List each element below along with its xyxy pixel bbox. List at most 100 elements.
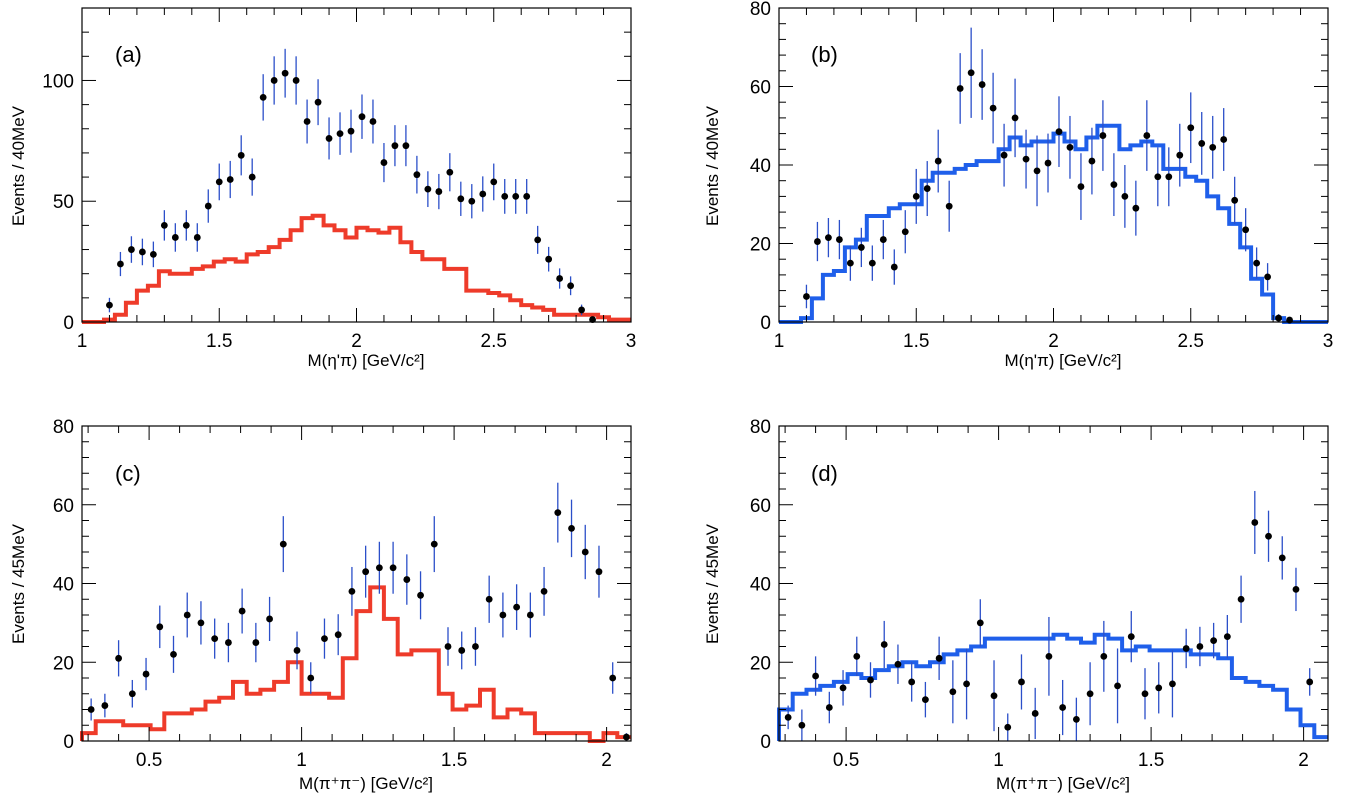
panel-c-data-point [417, 591, 424, 599]
panel-d-data-point [1086, 690, 1094, 698]
panel-b-data-point [1022, 155, 1030, 163]
panel-b-data-point [846, 259, 854, 267]
panel-d-data-point [1278, 554, 1286, 562]
panel-b-data-point [1110, 181, 1118, 189]
panel-b-data-point [1154, 173, 1162, 181]
panel-a-tag: (a) [115, 42, 142, 67]
panel-d-y-tick-label: 20 [750, 653, 771, 674]
panel-b-x-tick-label: 1.5 [903, 331, 929, 352]
panel-b-y-tick-label: 20 [750, 235, 771, 256]
panel-c-xlabel: M(π⁺π⁻) [GeV/c²] [299, 774, 433, 793]
panel-c-data-point [485, 595, 493, 603]
panel-a-data-point [567, 282, 575, 290]
panel-a-ylabel: Events / 40MeV [9, 105, 28, 226]
panel-a-data-point [589, 316, 596, 323]
panel-b-y-tick-label: 80 [750, 0, 771, 20]
panel-c-data-point [115, 654, 122, 662]
panel-b-x-tick-label: 2.5 [1178, 331, 1204, 352]
panel-d-data-point [1306, 678, 1314, 686]
panel-b-data-point [1143, 132, 1151, 139]
panel-c-histogram [80, 585, 631, 743]
panel-a-data-point [128, 246, 135, 253]
panel-d-data-point [922, 696, 929, 704]
panel-b-data-point [1132, 204, 1140, 212]
panel-b-data-point [825, 234, 832, 242]
panel-c-data-point [389, 564, 397, 572]
panel-b-data-point [1000, 151, 1008, 159]
panel-b-y-tick-label: 40 [750, 156, 771, 177]
panel-c-data-point [279, 540, 287, 548]
panel-d-data-point [1031, 710, 1039, 717]
panel-b-data-point [1011, 114, 1019, 122]
panel-a-histogram [82, 213, 631, 324]
panel-a-data-point [479, 190, 487, 198]
panel-b-x-tick-label: 2 [1048, 331, 1059, 352]
panel-a-x-tick-label: 1 [77, 331, 88, 352]
panel-a-data-point [259, 93, 267, 101]
panel-c-y-tick-label: 0 [63, 732, 74, 753]
panel-d-xlabel: M(π⁺π⁻) [GeV/c²] [996, 774, 1130, 793]
panel-c-data-point [609, 674, 617, 682]
panel-d-ylabel: Events / 45MeV [703, 523, 722, 644]
panel-d-data-point [1210, 637, 1218, 644]
panel-c-data-point [403, 576, 411, 583]
panel-c-data-point [293, 647, 301, 654]
panel-a-x-tick-label: 2 [351, 331, 362, 352]
panel-a-y-tick-label: 0 [63, 313, 74, 334]
panel-d-data-point [1072, 715, 1080, 723]
panel-a-data-point [248, 173, 256, 181]
panel-d-x-tick-label: 1 [993, 750, 1004, 771]
panel-a-data-point [292, 77, 300, 84]
panel-a-data-point [457, 195, 465, 203]
panel-c-data-point [348, 587, 356, 595]
panel-b-data-point [1220, 136, 1228, 143]
panel-c-data-point [238, 607, 246, 615]
panel-a-data-point [534, 236, 542, 244]
panel-b-data-point [1033, 167, 1041, 175]
panel-a-y-tick-label: 100 [42, 71, 74, 92]
panel-a-data-point [138, 248, 146, 256]
panel-d-tag: (d) [811, 461, 838, 486]
panel-d-y-tick-label: 40 [750, 575, 771, 596]
panel-c-x-tick-label: 2 [601, 750, 612, 771]
panel-c-data-point [362, 568, 370, 576]
panel-d-data-point [1182, 645, 1190, 652]
panel-d-y-tick-label: 0 [760, 732, 771, 753]
panel-b-data-point [1264, 273, 1272, 281]
panel-a-data-point [424, 185, 432, 193]
panel-b-data-point [1231, 196, 1239, 204]
panel-a-data-point [556, 275, 564, 282]
panel-a-data-point [413, 171, 421, 179]
panel-a-data-point [336, 130, 344, 138]
panel-c-data-point [595, 568, 603, 576]
panel-b-data-point [1275, 314, 1282, 322]
panel-a-data-point [106, 301, 113, 309]
panel-b-data-point [1066, 143, 1074, 151]
panel-d-data-point [1251, 519, 1259, 526]
panel-b-data-point [1055, 128, 1063, 136]
panel-b-data-point [978, 81, 986, 88]
panel-d-x-tick-label: 0.5 [833, 750, 859, 771]
panel-a-data-point [435, 188, 443, 195]
panel-b-data-point [934, 157, 942, 165]
panel-d-data-point [1155, 684, 1163, 692]
panel-b-data-point [1044, 159, 1052, 167]
panel-c-data-point [540, 587, 548, 595]
panel-a-y-tick-label: 50 [53, 192, 74, 213]
panel-a-data-point [523, 193, 531, 200]
panel-c-data-point [252, 639, 260, 646]
panel-b-x-tick-label: 3 [1323, 331, 1334, 352]
panel-b-data-point [901, 228, 909, 236]
panel-d-data-point [812, 672, 819, 680]
panel-a-data-point [204, 202, 212, 210]
panel-a-data-point [347, 127, 355, 135]
panel-b-data-point [803, 293, 810, 300]
panel-a-data-point [171, 234, 179, 241]
panel-a-data-point [358, 113, 366, 121]
panel-d-data-point [798, 721, 806, 729]
panel-c-data-point [156, 623, 164, 631]
panel-d-data-point [825, 704, 833, 711]
panel-b-data-point [989, 104, 997, 112]
panel-a-data-point [369, 118, 377, 125]
